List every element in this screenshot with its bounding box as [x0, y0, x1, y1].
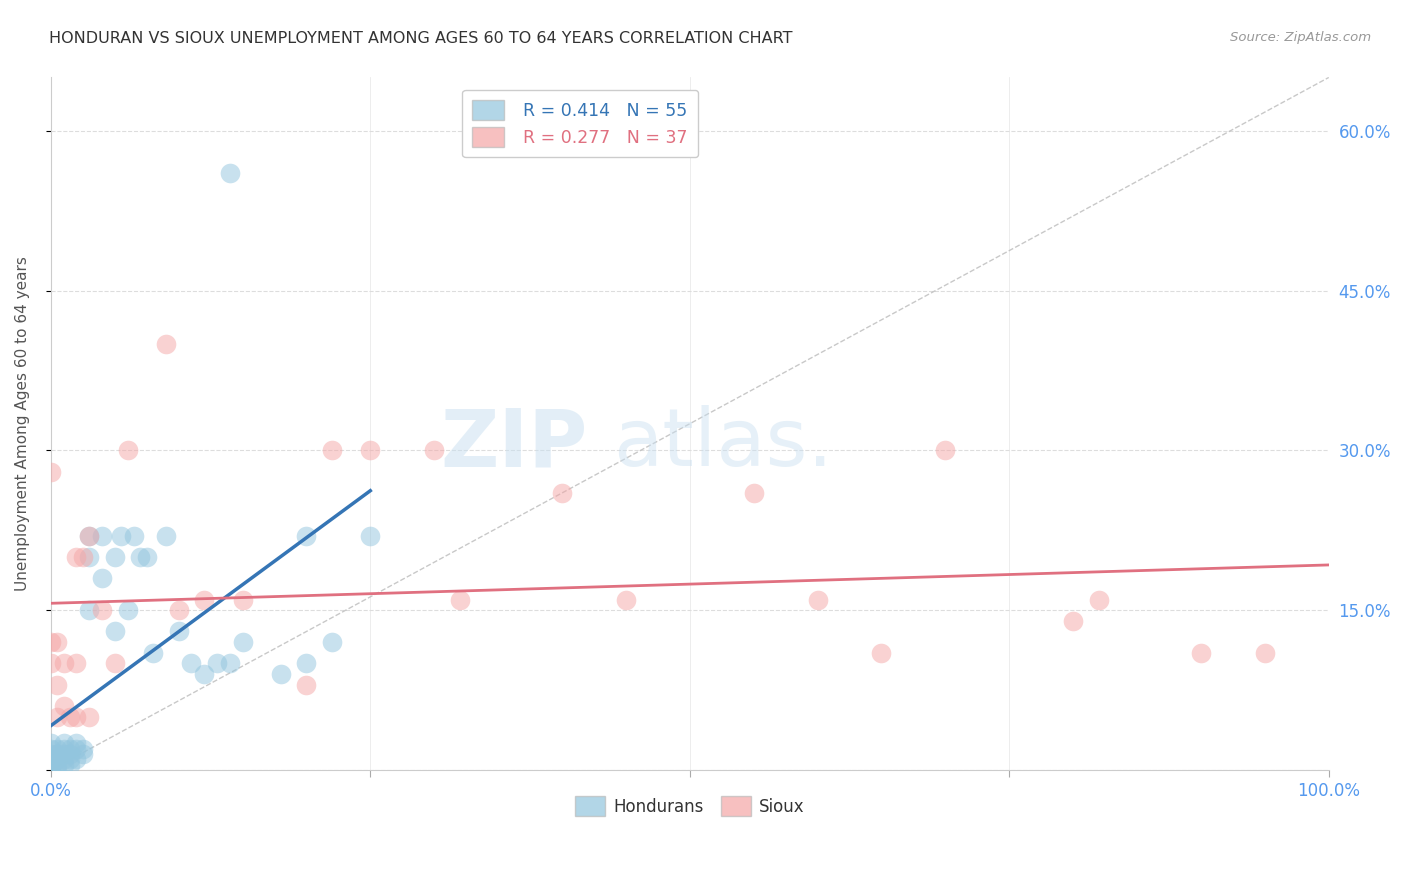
Point — [359, 443, 381, 458]
Text: ZIP: ZIP — [440, 406, 588, 483]
Point — [193, 667, 215, 681]
Point — [1189, 646, 1212, 660]
Point — [46, 752, 69, 766]
Point — [104, 549, 127, 564]
Point — [321, 443, 343, 458]
Point — [65, 752, 87, 766]
Point — [870, 646, 893, 660]
Point — [77, 528, 100, 542]
Point — [180, 657, 202, 671]
Point — [46, 757, 69, 772]
Point — [39, 747, 62, 761]
Point — [39, 635, 62, 649]
Point — [807, 592, 830, 607]
Point — [1087, 592, 1109, 607]
Point — [742, 486, 765, 500]
Point — [39, 657, 62, 671]
Point — [65, 549, 87, 564]
Point — [46, 763, 69, 777]
Point — [52, 741, 75, 756]
Point — [117, 443, 139, 458]
Point — [39, 736, 62, 750]
Point — [39, 763, 62, 777]
Point — [77, 528, 100, 542]
Point — [65, 736, 87, 750]
Point — [91, 571, 114, 585]
Point — [39, 763, 62, 777]
Point — [52, 657, 75, 671]
Text: HONDURAN VS SIOUX UNEMPLOYMENT AMONG AGES 60 TO 64 YEARS CORRELATION CHART: HONDURAN VS SIOUX UNEMPLOYMENT AMONG AGE… — [49, 31, 793, 46]
Point — [65, 741, 87, 756]
Point — [295, 678, 318, 692]
Point — [59, 710, 82, 724]
Point — [155, 528, 177, 542]
Point — [104, 657, 127, 671]
Point — [193, 592, 215, 607]
Point — [91, 528, 114, 542]
Legend: Hondurans, Sioux: Hondurans, Sioux — [567, 788, 813, 824]
Point — [46, 741, 69, 756]
Point — [72, 549, 94, 564]
Point — [65, 710, 87, 724]
Y-axis label: Unemployment Among Ages 60 to 64 years: Unemployment Among Ages 60 to 64 years — [15, 256, 30, 591]
Point — [59, 741, 82, 756]
Point — [39, 763, 62, 777]
Point — [59, 757, 82, 772]
Point — [117, 603, 139, 617]
Text: atlas.: atlas. — [613, 406, 832, 483]
Point — [52, 747, 75, 761]
Point — [39, 752, 62, 766]
Point — [72, 741, 94, 756]
Point — [39, 741, 62, 756]
Point — [295, 528, 318, 542]
Point — [122, 528, 145, 542]
Point — [91, 603, 114, 617]
Point — [52, 736, 75, 750]
Point — [135, 549, 157, 564]
Point — [77, 603, 100, 617]
Point — [129, 549, 152, 564]
Point — [110, 528, 132, 542]
Point — [551, 486, 574, 500]
Point — [231, 592, 253, 607]
Point — [295, 657, 318, 671]
Point — [46, 710, 69, 724]
Point — [46, 747, 69, 761]
Point — [39, 757, 62, 772]
Point — [142, 646, 165, 660]
Point — [46, 678, 69, 692]
Point — [46, 752, 69, 766]
Point — [39, 465, 62, 479]
Point — [231, 635, 253, 649]
Point — [77, 710, 100, 724]
Point — [52, 699, 75, 714]
Point — [218, 657, 240, 671]
Point — [218, 166, 240, 180]
Point — [52, 752, 75, 766]
Point — [72, 747, 94, 761]
Point — [46, 635, 69, 649]
Point — [59, 747, 82, 761]
Point — [270, 667, 292, 681]
Point — [167, 603, 190, 617]
Point — [59, 752, 82, 766]
Point — [65, 657, 87, 671]
Point — [934, 443, 956, 458]
Point — [77, 549, 100, 564]
Point — [449, 592, 471, 607]
Point — [39, 752, 62, 766]
Point — [423, 443, 446, 458]
Point — [104, 624, 127, 639]
Point — [155, 336, 177, 351]
Text: Source: ZipAtlas.com: Source: ZipAtlas.com — [1230, 31, 1371, 45]
Point — [39, 757, 62, 772]
Point — [614, 592, 637, 607]
Point — [1062, 614, 1084, 628]
Point — [359, 528, 381, 542]
Point — [52, 757, 75, 772]
Point — [1254, 646, 1277, 660]
Point — [321, 635, 343, 649]
Point — [205, 657, 228, 671]
Point — [167, 624, 190, 639]
